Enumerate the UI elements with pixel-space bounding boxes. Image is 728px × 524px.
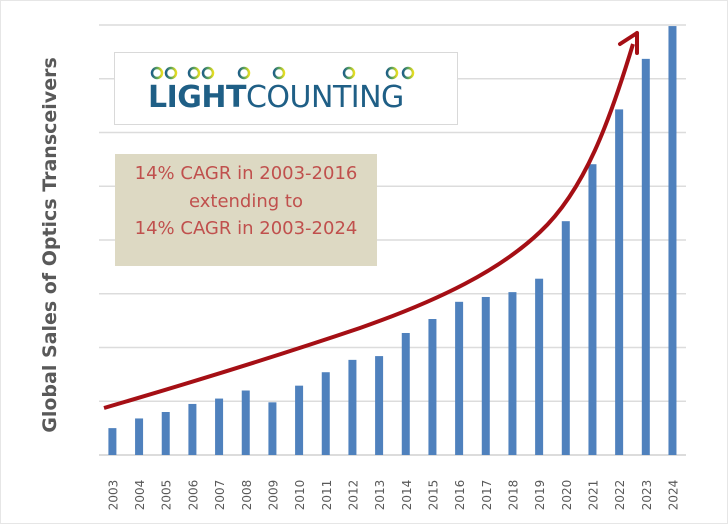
annotation-line-3: 14% CAGR in 2003-2024 <box>134 218 358 239</box>
lightcounting-logo: LIGHTCOUNTING <box>114 52 458 125</box>
bar-2003 <box>108 428 117 455</box>
bar-2024 <box>668 26 677 455</box>
bar-2007 <box>215 398 224 455</box>
x-tick-label: 2016 <box>453 480 467 511</box>
logo-dots-icon <box>139 66 431 80</box>
x-tick-label: 2019 <box>533 480 547 511</box>
x-tick-label: 2010 <box>293 480 307 511</box>
x-tick-label: 2017 <box>480 480 494 511</box>
logo-wordmark: LIGHTCOUNTING <box>148 80 404 115</box>
bar-2020 <box>561 221 570 455</box>
x-tick-label: 2018 <box>506 480 520 511</box>
x-tick-label: 2023 <box>640 480 654 511</box>
x-tick-label: 2009 <box>266 480 280 511</box>
bar-2009 <box>268 402 277 455</box>
x-tick-label: 2004 <box>133 480 147 511</box>
x-tick-label: 2008 <box>240 480 254 511</box>
bar-2015 <box>428 319 437 455</box>
x-tick-label: 2013 <box>373 480 387 511</box>
x-tick-label: 2022 <box>613 480 627 511</box>
bar-2004 <box>135 418 144 455</box>
x-tick-label: 2020 <box>560 480 574 511</box>
bar-2018 <box>508 292 517 455</box>
bar-2013 <box>375 356 384 455</box>
annotation-line-2: extending to <box>188 190 303 212</box>
annotation-line-1: 14% CAGR in 2003-2016 <box>134 163 358 184</box>
y-axis-label: Global Sales of Optics Transceivers <box>39 57 61 433</box>
bar-2021 <box>588 164 597 455</box>
x-tick-label: 2024 <box>666 480 680 511</box>
bar-2022 <box>615 109 624 455</box>
bar-2011 <box>321 372 330 455</box>
bar-2008 <box>241 390 250 455</box>
arrowhead-icon <box>618 31 639 55</box>
x-tick-label: 2015 <box>426 480 440 511</box>
bar-2012 <box>348 359 357 455</box>
x-tick-label: 2007 <box>213 480 227 511</box>
bar-2010 <box>295 385 304 455</box>
bar-2016 <box>455 301 464 455</box>
x-tick-label: 2014 <box>400 480 414 511</box>
x-tick-label: 2012 <box>346 480 360 511</box>
cagr-annotation: 14% CAGR in 2003-2016 extending to 14% C… <box>115 154 377 266</box>
x-tick-label: 2006 <box>186 480 200 511</box>
x-tick-label: 2011 <box>320 480 334 511</box>
x-tick-label: 2021 <box>586 480 600 511</box>
bar-2014 <box>401 332 410 455</box>
bar-2019 <box>535 278 544 455</box>
bar-2005 <box>161 412 170 455</box>
logo-text-bold: LIGHT <box>148 80 246 115</box>
bar-2006 <box>188 403 197 455</box>
x-tick-label: 2003 <box>106 480 120 511</box>
logo-text-regular: COUNTING <box>245 80 404 115</box>
bar-2023 <box>641 58 650 456</box>
trend-arrow-curve <box>103 43 635 410</box>
bar-2017 <box>481 296 490 455</box>
x-tick-label: 2005 <box>160 480 174 511</box>
